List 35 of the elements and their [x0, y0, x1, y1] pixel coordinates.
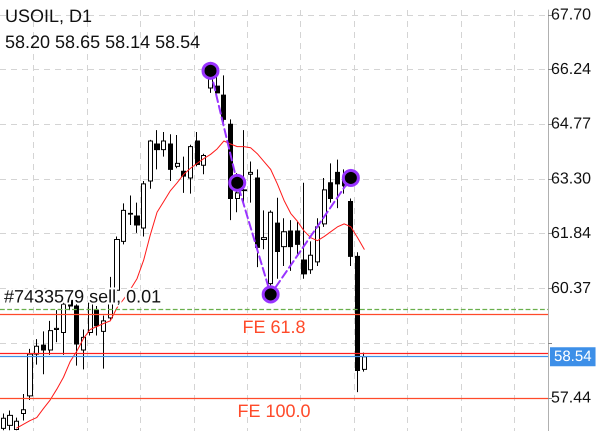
chart-title: USOIL, D1	[5, 6, 92, 26]
ref-line-label: 58.54	[554, 348, 592, 366]
ref-line-label: FE 100.0	[237, 400, 311, 421]
point	[342, 168, 360, 187]
candlestick	[335, 159, 340, 209]
point	[228, 174, 246, 192]
candlestick	[168, 134, 173, 182]
y-tick-label: 61.84	[551, 225, 592, 242]
point	[262, 285, 280, 304]
candlestick	[48, 320, 53, 356]
candlestick	[54, 310, 59, 343]
candlestick	[188, 144, 193, 194]
candlestick	[21, 394, 26, 422]
y-tick-label: 63.30	[551, 170, 592, 188]
candlestick	[175, 134, 180, 169]
candlestick	[221, 74, 226, 123]
ref-line-label: FE 61.8	[242, 316, 306, 337]
y-tick-label: 64.77	[551, 116, 592, 133]
y-tick-label: 66.24	[551, 60, 592, 78]
text: 58.20 58.65 58.14 58.54	[5, 32, 200, 52]
y-tick-label: 57.44	[551, 389, 592, 406]
candlestick	[41, 330, 46, 375]
candlestick	[295, 221, 300, 255]
candlestick	[362, 352, 367, 372]
candlestick	[248, 161, 253, 204]
candlestick	[355, 252, 360, 393]
y-tick-label: 60.37	[551, 280, 592, 297]
candlestick	[81, 328, 86, 370]
candlestick	[348, 198, 353, 267]
candlestick	[315, 218, 320, 267]
y-tick-label: 67.70	[551, 6, 592, 24]
candlestick	[101, 315, 106, 370]
candlestick	[181, 156, 186, 194]
candlestick	[128, 194, 133, 226]
point	[202, 62, 220, 80]
